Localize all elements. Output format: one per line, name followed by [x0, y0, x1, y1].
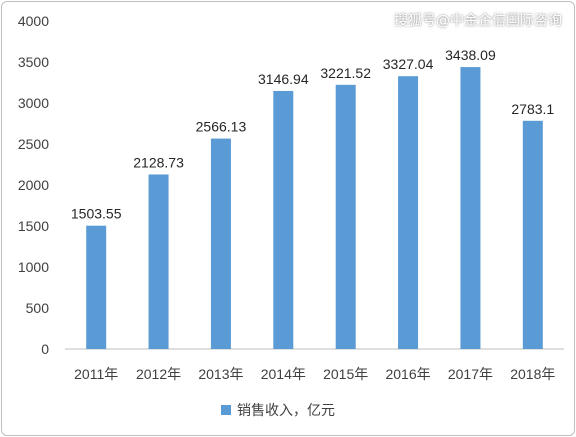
y-tick-label: 1000 — [18, 259, 49, 275]
x-tick-label: 2017年 — [448, 366, 493, 382]
legend: 销售收入，亿元 — [221, 403, 335, 419]
data-label: 2566.13 — [196, 119, 247, 135]
legend-label: 销售收入，亿元 — [237, 403, 335, 419]
data-label: 1503.55 — [71, 206, 122, 222]
y-tick-label: 3000 — [18, 95, 49, 111]
y-tick-label: 0 — [41, 341, 49, 357]
bar — [210, 138, 231, 349]
x-axis-ticks: 2011年 2012年 2013年 2014年 2015年 2016年 2017年 2018年 — [74, 366, 555, 382]
bar — [522, 120, 543, 349]
bar — [398, 76, 419, 350]
bars — [86, 67, 543, 350]
y-tick-label: 2500 — [18, 136, 49, 152]
y-tick-label: 500 — [26, 300, 50, 316]
x-tick-label: 2011年 — [74, 366, 118, 382]
data-labels: 1503.55 2128.73 2566.13 3146.94 3221.52 3327.… — [71, 47, 555, 222]
watermark-text: 搜狐号@中金企信国际咨询 — [394, 13, 562, 29]
x-tick-label: 2014年 — [261, 366, 306, 382]
data-label: 3438.09 — [445, 47, 496, 63]
data-label: 2783.1 — [511, 101, 554, 117]
bar — [460, 67, 481, 349]
bar — [335, 84, 356, 349]
x-tick-label: 2018年 — [510, 366, 555, 382]
x-tick-label: 2016年 — [385, 366, 430, 382]
bar — [86, 225, 107, 349]
data-label: 3221.52 — [320, 65, 371, 81]
bar — [273, 90, 294, 349]
data-label: 2128.73 — [133, 154, 184, 170]
x-tick-label: 2015年 — [323, 366, 368, 382]
data-label: 3146.94 — [258, 71, 309, 87]
legend-swatch — [221, 405, 231, 415]
x-tick-label: 2013年 — [198, 366, 243, 382]
data-label: 3327.04 — [383, 56, 434, 72]
bar — [148, 174, 169, 349]
y-axis-ticks: 0 500 1000 1500 2000 2500 3000 3500 4000 — [18, 13, 49, 357]
y-tick-label: 3500 — [18, 54, 49, 70]
y-tick-label: 4000 — [18, 13, 49, 29]
x-tick-label: 2012年 — [136, 366, 181, 382]
y-tick-label: 2000 — [18, 177, 49, 193]
y-tick-label: 1500 — [18, 218, 49, 234]
